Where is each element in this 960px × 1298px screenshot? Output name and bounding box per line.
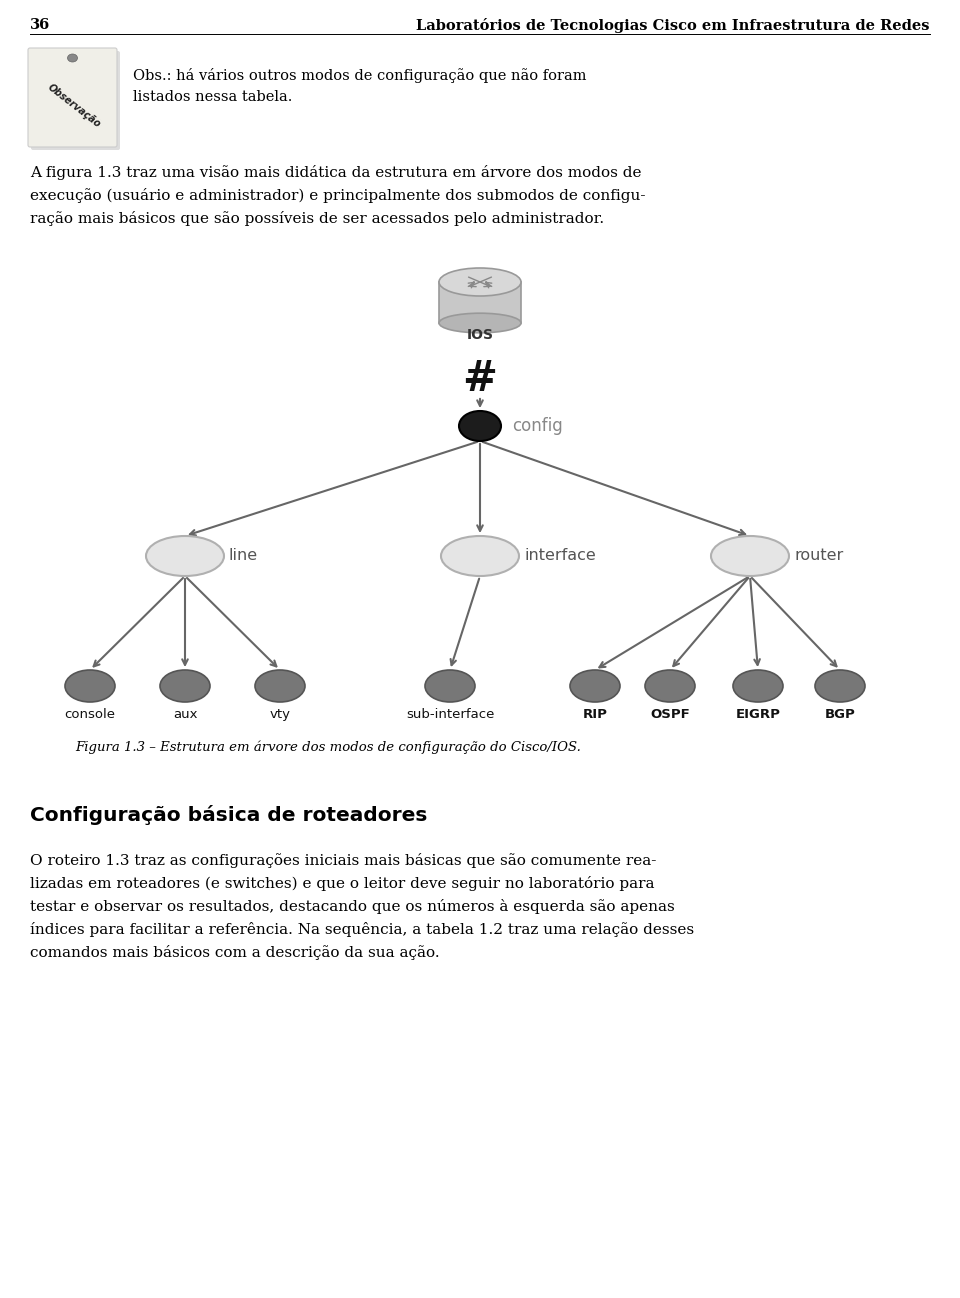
Ellipse shape	[815, 670, 865, 702]
Ellipse shape	[255, 670, 305, 702]
Ellipse shape	[711, 536, 789, 576]
Text: sub-interface: sub-interface	[406, 707, 494, 720]
Text: Configuração básica de roteadores: Configuração básica de roteadores	[30, 805, 427, 826]
Ellipse shape	[67, 55, 78, 62]
Text: interface: interface	[524, 549, 596, 563]
Text: IOS: IOS	[467, 328, 493, 341]
Bar	[439, 282, 521, 323]
Text: A figura 1.3 traz uma visão mais didática da estrutura em árvore dos modos de: A figura 1.3 traz uma visão mais didátic…	[30, 165, 641, 180]
Text: comandos mais básicos com a descrição da sua ação.: comandos mais básicos com a descrição da…	[30, 945, 440, 961]
Text: listados nessa tabela.: listados nessa tabela.	[133, 90, 293, 104]
Text: vty: vty	[270, 707, 291, 720]
Ellipse shape	[439, 313, 521, 332]
Text: Figura 1.3 – Estrutura em árvore dos modos de configuração do Cisco/IOS.: Figura 1.3 – Estrutura em árvore dos mod…	[75, 740, 581, 754]
Text: Laboratórios de Tecnologias Cisco em Infraestrutura de Redes: Laboratórios de Tecnologias Cisco em Inf…	[417, 18, 930, 32]
Ellipse shape	[459, 411, 501, 441]
FancyBboxPatch shape	[31, 51, 120, 151]
Text: O roteiro 1.3 traz as configurações iniciais mais básicas que são comumente rea-: O roteiro 1.3 traz as configurações inic…	[30, 853, 657, 868]
Text: router: router	[794, 549, 843, 563]
Text: aux: aux	[173, 707, 197, 720]
Text: execução (usuário e administrador) e principalmente dos submodos de configu-: execução (usuário e administrador) e pri…	[30, 188, 645, 202]
Text: config: config	[512, 417, 563, 435]
Ellipse shape	[425, 670, 475, 702]
Text: line: line	[229, 549, 258, 563]
Ellipse shape	[570, 670, 620, 702]
Text: #: #	[463, 358, 497, 400]
Ellipse shape	[65, 670, 115, 702]
Text: Obs.: há vários outros modos de configuração que não foram: Obs.: há vários outros modos de configur…	[133, 67, 587, 83]
Ellipse shape	[160, 670, 210, 702]
Text: RIP: RIP	[583, 707, 608, 720]
Ellipse shape	[645, 670, 695, 702]
Ellipse shape	[441, 536, 519, 576]
Text: Observação: Observação	[46, 82, 103, 130]
Ellipse shape	[733, 670, 783, 702]
Ellipse shape	[439, 267, 521, 296]
Ellipse shape	[146, 536, 224, 576]
Text: 36: 36	[30, 18, 50, 32]
Text: ração mais básicos que são possíveis de ser acessados pelo administrador.: ração mais básicos que são possíveis de …	[30, 212, 604, 226]
Text: OSPF: OSPF	[650, 707, 690, 720]
Text: índices para facilitar a referência. Na sequência, a tabela 1.2 traz uma relação: índices para facilitar a referência. Na …	[30, 922, 694, 937]
Text: console: console	[64, 707, 115, 720]
Text: testar e observar os resultados, destacando que os números à esquerda são apenas: testar e observar os resultados, destaca…	[30, 900, 675, 914]
Text: BGP: BGP	[825, 707, 855, 720]
FancyBboxPatch shape	[28, 48, 117, 147]
Text: lizadas em roteadores (e switches) e que o leitor deve seguir no laboratório par: lizadas em roteadores (e switches) e que…	[30, 876, 655, 890]
Text: EIGRP: EIGRP	[735, 707, 780, 720]
